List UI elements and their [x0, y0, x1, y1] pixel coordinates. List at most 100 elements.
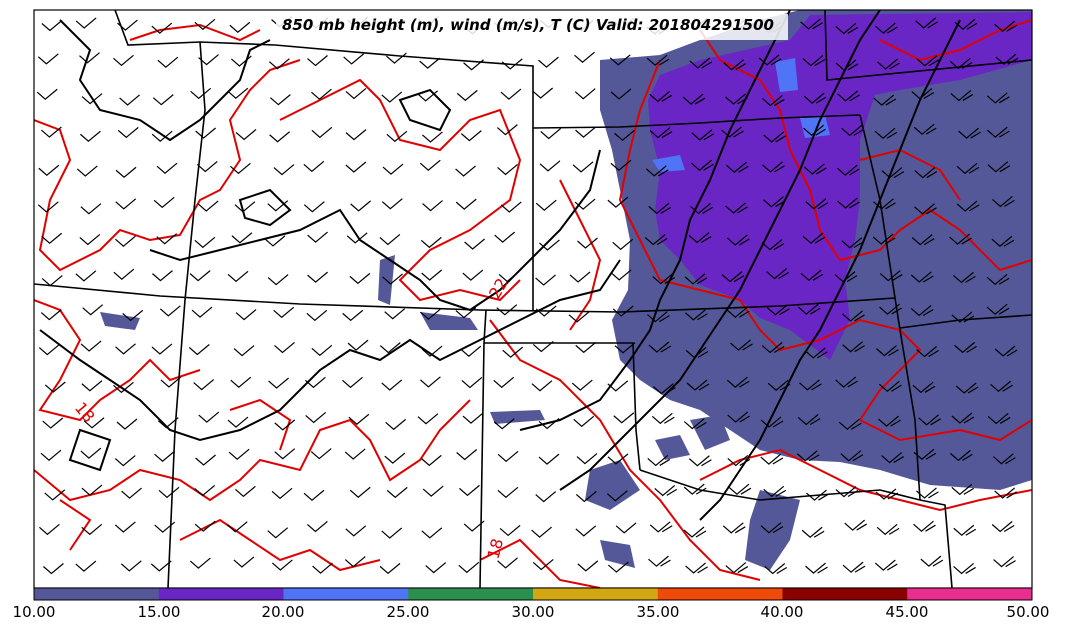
wind-barb	[160, 376, 182, 388]
wind-barb	[311, 88, 332, 100]
wind-barb	[836, 164, 860, 176]
wind-barb	[653, 383, 676, 395]
wind-barb	[379, 562, 401, 575]
wind-barb	[494, 231, 516, 243]
wind-barb	[456, 449, 478, 461]
wind-barb	[421, 269, 443, 281]
wind-barb	[914, 203, 937, 215]
wind-barb	[614, 129, 635, 142]
wind-barb	[874, 559, 898, 571]
wind-barb	[535, 274, 556, 286]
wind-barb	[499, 524, 521, 537]
wind-barb	[688, 232, 712, 244]
wind-barb	[803, 163, 827, 175]
wind-barb	[535, 305, 557, 317]
wind-barb	[497, 124, 518, 136]
wind-barb	[648, 555, 671, 567]
wind-barb	[990, 380, 1013, 393]
wind-barb	[910, 305, 934, 317]
wind-barb	[683, 526, 707, 538]
wind-barb	[117, 126, 139, 139]
wind-barb	[992, 195, 1015, 208]
wind-barb	[767, 304, 790, 316]
wind-barb	[345, 129, 367, 141]
wind-barb	[461, 376, 483, 389]
wind-barb	[156, 233, 178, 245]
wind-barb	[649, 521, 673, 533]
wind-barb	[190, 87, 212, 100]
wind-barb	[761, 94, 785, 107]
wind-barb	[227, 270, 249, 283]
wind-barb	[188, 344, 210, 356]
wind-barb	[41, 275, 63, 287]
wind-barb	[875, 488, 899, 500]
wind-barb	[493, 376, 515, 389]
wind-barb	[386, 486, 408, 499]
wind-barb	[916, 55, 940, 67]
wind-barb	[540, 127, 562, 140]
wind-barb	[987, 161, 1011, 173]
wind-barb	[805, 562, 828, 574]
wind-barb	[956, 162, 980, 175]
wind-barb	[881, 452, 904, 464]
wind-barb	[878, 415, 901, 427]
wind-barb	[273, 164, 295, 176]
wind-barb	[81, 93, 103, 105]
wind-barb	[41, 126, 62, 138]
wind-barb	[500, 201, 522, 213]
wind-barb	[615, 522, 637, 534]
wind-barb	[379, 233, 401, 246]
wind-barb	[116, 418, 138, 430]
wind-barb	[725, 562, 749, 574]
wind-barb	[796, 450, 820, 462]
colorbar-segment	[34, 588, 160, 600]
wind-barb	[954, 341, 977, 354]
wind-barb	[654, 484, 678, 497]
wind-barb	[920, 555, 944, 567]
wind-barb	[575, 490, 597, 503]
wind-barb	[117, 19, 138, 31]
wind-barb	[721, 126, 744, 138]
wind-barb	[986, 303, 1010, 315]
wind-barb	[835, 376, 858, 388]
wind-barb	[157, 417, 179, 429]
wind-barb	[763, 131, 786, 143]
wind-barb	[233, 345, 255, 357]
wind-barb	[343, 53, 365, 65]
wind-barb	[421, 527, 443, 539]
wind-barb	[646, 54, 670, 66]
wind-barb	[916, 346, 939, 358]
wind-barb	[538, 417, 560, 430]
wind-barb	[842, 561, 866, 573]
wind-barb	[114, 455, 136, 467]
wind-barb	[349, 486, 371, 499]
wind-barb	[575, 126, 596, 138]
wind-barb	[497, 557, 518, 569]
wind-barb	[949, 233, 972, 245]
colorbar-tick-label: 50.00	[1006, 603, 1050, 621]
wind-barb	[803, 92, 827, 104]
wind-barb	[683, 418, 707, 430]
wind-barb	[151, 130, 173, 142]
wind-barb	[575, 525, 597, 537]
wind-barb	[614, 342, 636, 354]
wind-barb	[951, 412, 975, 424]
map-title: 850 mb height (m), wind (m/s), T (C) Val…	[282, 16, 774, 34]
colorbar-frame	[33, 587, 1033, 601]
wind-barb	[874, 127, 898, 140]
wind-barb	[760, 453, 784, 465]
wind-barb	[345, 525, 367, 537]
colorbar-tick-label: 45.00	[885, 603, 929, 621]
wind-barb	[121, 487, 142, 499]
wind-barb	[535, 491, 557, 503]
wind-barb	[198, 54, 219, 66]
wind-barb	[649, 127, 673, 139]
wind-barb	[422, 200, 443, 212]
wind-barb	[81, 484, 103, 496]
wind-barb	[113, 268, 135, 280]
wind-barb	[349, 272, 371, 285]
wind-barb	[993, 453, 1016, 465]
wind-barb	[915, 17, 939, 29]
wind-barb	[986, 273, 1010, 286]
wind-barb	[42, 417, 64, 429]
